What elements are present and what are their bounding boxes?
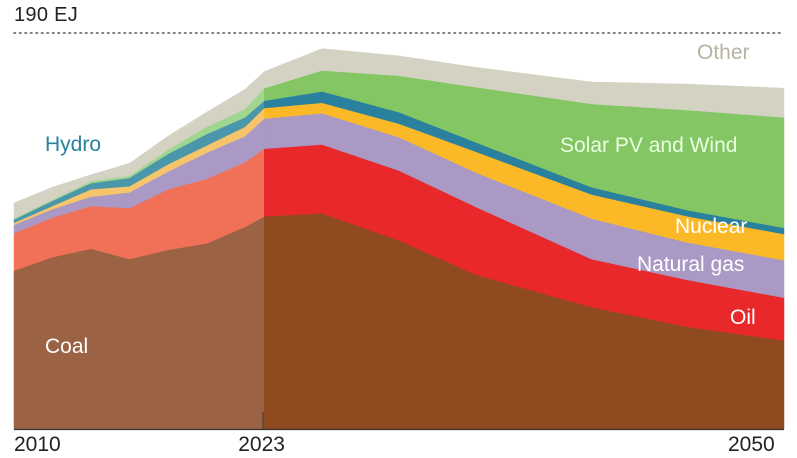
series-label-nuclear: Nuclear: [675, 215, 748, 238]
x-tick-label-2023: 2023: [238, 433, 285, 456]
x-tick-label-2050: 2050: [728, 433, 775, 456]
series-label-hydro: Hydro: [45, 133, 102, 156]
projection-areas: [264, 48, 785, 430]
historical-areas: [13, 71, 265, 430]
x-tick-label-2010: 2010: [14, 433, 61, 456]
y-max-label: 190 EJ: [14, 4, 79, 26]
series-label-natural-gas: Natural gas: [637, 253, 745, 276]
series-label-solar-pv-and-wind: Solar PV and Wind: [560, 134, 738, 157]
series-label-other: Other: [697, 41, 750, 64]
area-other-projection: [264, 48, 785, 118]
series-label-oil: Oil: [730, 306, 756, 329]
series-label-coal: Coal: [45, 335, 89, 358]
